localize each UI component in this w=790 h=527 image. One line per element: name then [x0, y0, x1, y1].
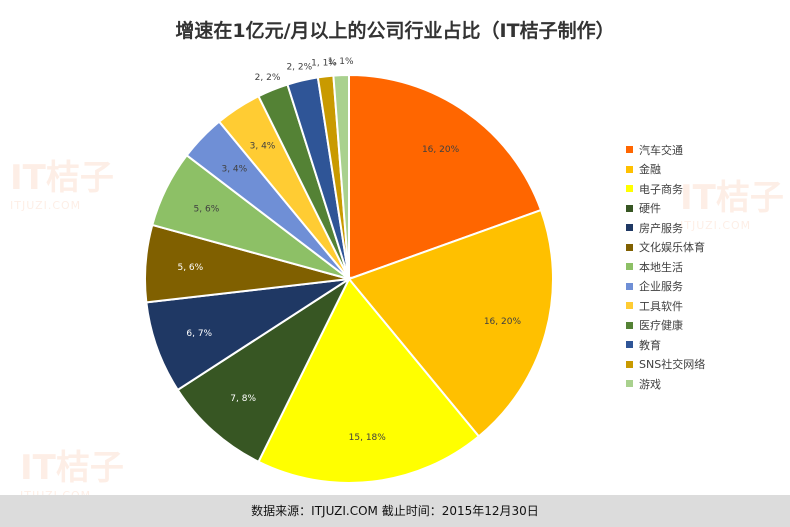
legend-label: 金融 — [639, 163, 661, 177]
legend-item: 教育 — [626, 335, 705, 355]
slice-data-label: 5, 6% — [177, 263, 203, 273]
slice-data-label: 3, 4% — [250, 141, 276, 151]
slice-data-label: 2, 2% — [286, 63, 312, 73]
legend-item: 金融 — [626, 160, 705, 180]
slice-data-label: 16, 20% — [484, 317, 522, 327]
legend-label: 文化娱乐体育 — [639, 241, 705, 255]
legend-label: SNS社交网络 — [639, 358, 706, 372]
legend-item: 硬件 — [626, 199, 705, 219]
legend-label: 电子商务 — [639, 182, 683, 196]
legend-item: 工具软件 — [626, 296, 705, 316]
legend-label: 汽车交通 — [639, 143, 683, 157]
pie-slice — [347, 208, 554, 438]
source-footer: 数据来源：ITJUZI.COM 截止时间：2015年12月30日 — [0, 495, 790, 527]
slice-data-label: 3, 4% — [221, 165, 247, 175]
legend-label: 医疗健康 — [639, 319, 683, 333]
chart-title: 增速在1亿元/月以上的公司行业占比（IT桔子制作） — [175, 20, 615, 42]
slice-data-label: 1, 1% — [311, 58, 337, 68]
pie-slice — [176, 276, 352, 464]
slice-data-label: 2, 2% — [255, 73, 281, 83]
pie-slice — [332, 73, 350, 280]
legend-label: 工具软件 — [639, 299, 683, 313]
legend-label: 游戏 — [639, 377, 661, 391]
slice-data-label: 7, 8% — [230, 394, 256, 404]
legend-swatch — [626, 185, 633, 193]
legend-item: 房产服务 — [626, 218, 705, 238]
legend-item: 游戏 — [626, 374, 705, 394]
pie-slice — [257, 277, 481, 484]
legend-swatch — [626, 380, 633, 388]
legend-label: 硬件 — [639, 202, 661, 216]
slice-data-label: 16, 20% — [422, 145, 460, 155]
legend-item: 企业服务 — [626, 277, 705, 297]
legend-item: 电子商务 — [626, 179, 705, 199]
legend-swatch — [626, 282, 633, 290]
legend-item: 医疗健康 — [626, 316, 705, 336]
slice-data-label: 1, 1% — [328, 57, 354, 67]
legend-swatch — [626, 165, 633, 173]
legend-swatch — [626, 243, 633, 251]
legend-label: 企业服务 — [639, 280, 683, 294]
slice-data-label: 5, 6% — [194, 204, 220, 214]
legend-item: SNS社交网络 — [626, 355, 705, 375]
legend-swatch — [626, 146, 633, 154]
legend-swatch — [626, 263, 633, 271]
legend: 汽车交通金融电子商务硬件房产服务文化娱乐体育 本地生活企业服务工具软件医疗健康教育… — [626, 140, 705, 394]
legend-label: 本地生活 — [639, 260, 683, 274]
slice-data-label: 15, 18% — [349, 433, 387, 443]
legend-label: 房产服务 — [639, 221, 683, 235]
legend-label: 教育 — [639, 338, 661, 352]
legend-swatch — [626, 204, 633, 212]
pie-slice — [348, 73, 543, 281]
legend-item: 本地生活 — [626, 257, 705, 277]
slice-data-label: 6, 7% — [186, 329, 212, 339]
legend-swatch — [626, 360, 633, 368]
legend-item: 汽车交通 — [626, 140, 705, 160]
legend-swatch — [626, 341, 633, 349]
legend-swatch — [626, 302, 633, 310]
legend-swatch — [626, 224, 633, 232]
legend-item: 文化娱乐体育 — [626, 238, 705, 258]
legend-swatch — [626, 321, 633, 329]
